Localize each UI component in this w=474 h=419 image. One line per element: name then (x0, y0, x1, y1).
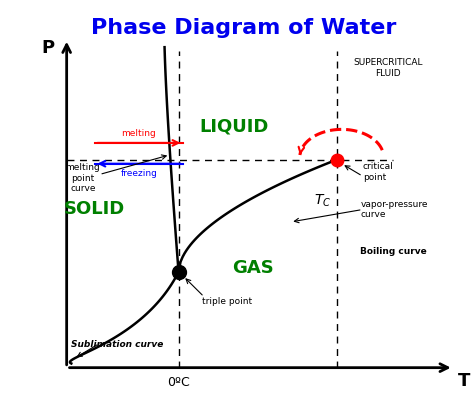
Text: GAS: GAS (232, 259, 274, 277)
Text: melting
point
curve: melting point curve (65, 163, 100, 193)
Text: Phase Diagram of Water: Phase Diagram of Water (91, 18, 396, 38)
Text: Sublimation curve: Sublimation curve (71, 340, 164, 349)
Text: SOLID: SOLID (64, 201, 125, 218)
Text: T: T (458, 372, 471, 390)
Text: 0ºC: 0ºC (167, 376, 190, 389)
Text: melting: melting (121, 129, 156, 138)
Text: vapor-pressure
curve: vapor-pressure curve (360, 200, 428, 219)
Text: P: P (41, 39, 55, 57)
Text: critical
point: critical point (363, 162, 393, 182)
Text: triple point: triple point (202, 297, 252, 305)
Text: $T_C$: $T_C$ (314, 193, 332, 210)
Text: freezing: freezing (120, 169, 157, 178)
Text: LIQUID: LIQUID (200, 117, 269, 135)
Text: SUPERCRITICAL
FLUID: SUPERCRITICAL FLUID (354, 58, 423, 78)
Text: Boiling curve: Boiling curve (360, 247, 427, 256)
